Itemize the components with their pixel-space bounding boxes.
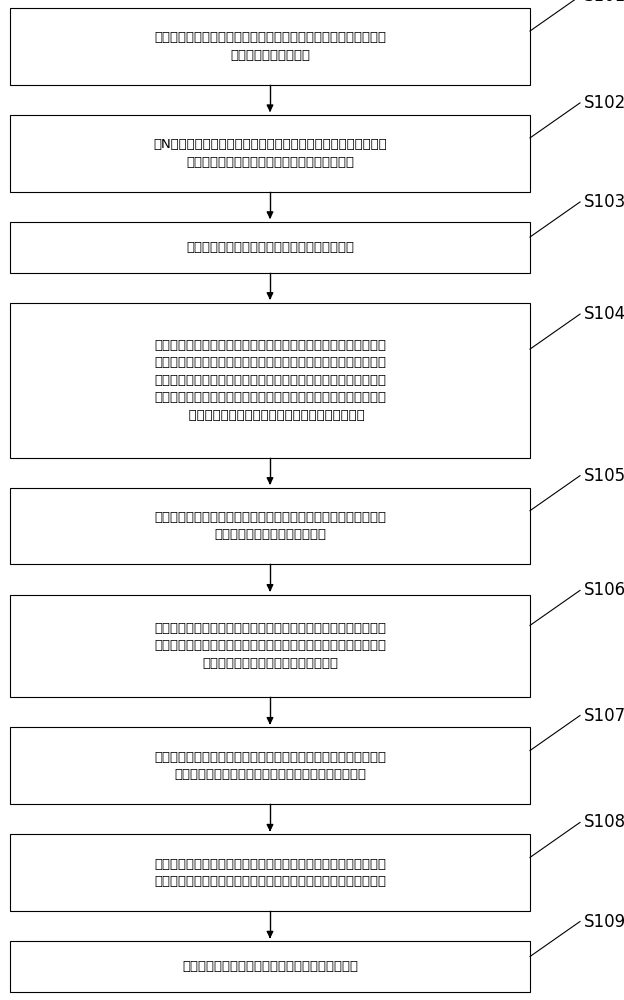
Text: S107: S107: [584, 707, 624, 725]
Bar: [10, 303, 530, 458]
Text: 根据与两个目标电机电角速度分别对应的两个第二控制参数矩阵计
算与电机电角速度估计值对应的第二目标控制参数矩阵: 根据与两个目标电机电角速度分别对应的两个第二控制参数矩阵计 算与电机电角速度估计…: [154, 751, 386, 781]
Text: 根据电机电角度估计值和第一控制参数矩阵计算与电机电角度估计
值对应的第一目标控制参数矩阵: 根据电机电角度估计值和第一控制参数矩阵计算与电机电角度估计 值对应的第一目标控制…: [154, 511, 386, 541]
Text: 将有限元网格中与电机电角速度估计值相邻的两个电机电角速度确
定为目标电机电角速度，两个目标电机电角速度分别记为第一目标
电机电角速度和第二目标电机电角速度: 将有限元网格中与电机电角速度估计值相邻的两个电机电角速度确 定为目标电机电角速度…: [154, 622, 386, 670]
Text: 周期性地采集电机位置采样信号和电机电流信号: 周期性地采集电机位置采样信号和电机电流信号: [186, 241, 354, 254]
Bar: [10, 834, 530, 911]
Text: S108: S108: [584, 813, 624, 831]
Bar: [10, 488, 530, 564]
Text: S105: S105: [584, 467, 624, 485]
Text: 以电机电角度作为自变量，在位置域构建增广系统，并确定增广系
统的第一控制参数矩阵: 以电机电角度作为自变量，在位置域构建增广系统，并确定增广系 统的第一控制参数矩阵: [154, 31, 386, 62]
Text: S103: S103: [584, 193, 624, 211]
Text: 根据输出量控制电机的运行，抑制电机的转矩纹波: 根据输出量控制电机的运行，抑制电机的转矩纹波: [182, 960, 358, 973]
Text: S106: S106: [584, 581, 624, 599]
Bar: [10, 115, 530, 192]
Text: S109: S109: [584, 913, 624, 931]
Bar: [10, 8, 530, 85]
Text: S104: S104: [584, 305, 624, 323]
Text: S101: S101: [584, 0, 624, 5]
Text: 根据电机电流值、第一目标控制参数矩阵和第二目标控制参数矩阵
计算输出量，输出量为电机调压调速装置的各开关器件的控制信号: 根据电机电流值、第一目标控制参数矩阵和第二目标控制参数矩阵 计算输出量，输出量为…: [154, 858, 386, 888]
Bar: [10, 727, 530, 804]
Text: 在第一次采集到电机位置采样信号和电机电流信号时，或者在电机
电角度增量大于控制阈值时，根据电机位置采样信号确定电机电角
度估计值和电机电角速度估计值，并根据电机: 在第一次采集到电机位置采样信号和电机电流信号时，或者在电机 电角度增量大于控制阈…: [154, 339, 386, 422]
Text: 以N个电机电角速度作为中间参数，构造有限元网格，对增广系统
设计镇定器，并确定镇定器的第二控制参数矩阵: 以N个电机电角速度作为中间参数，构造有限元网格，对增广系统 设计镇定器，并确定镇…: [153, 138, 387, 169]
Bar: [10, 595, 530, 697]
Bar: [10, 941, 530, 992]
Text: S102: S102: [584, 94, 624, 112]
Bar: [10, 222, 530, 273]
